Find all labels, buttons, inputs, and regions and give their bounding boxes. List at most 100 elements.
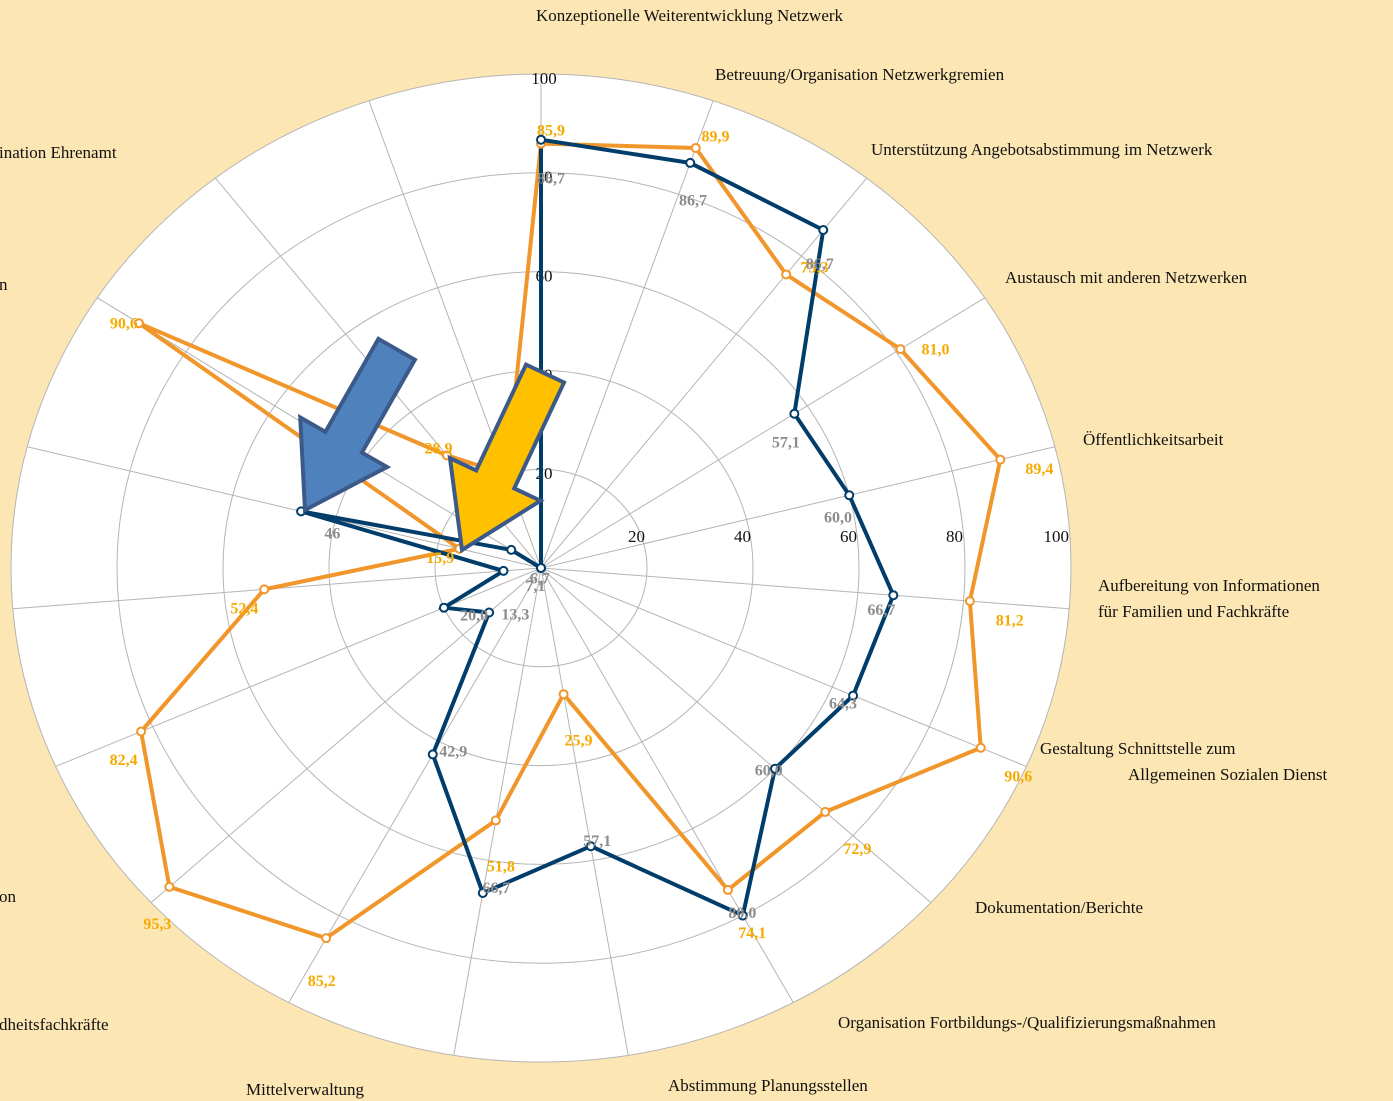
category-label: on [0,887,16,906]
marker [427,749,438,760]
spoke [540,177,867,569]
value-label: 57,1 [583,833,611,850]
r-tick-label: 40 [734,527,751,546]
marker [498,565,509,576]
marker [844,490,855,501]
marker [506,544,517,555]
value-label: 86,7 [806,256,834,273]
value-label: 52,4 [230,601,258,618]
value-label: 46 [324,525,340,542]
marker [789,408,800,419]
marker [818,225,829,236]
marker [769,763,780,774]
value-label: 60,0 [824,509,852,526]
value-label: 75,3 [801,259,829,276]
r-tick-label: 60 [536,267,553,286]
category-label: dheitsfachkräfte [0,1015,109,1034]
value-label: 90,6 [110,315,138,332]
category-label: Gestaltung Schnittstelle zum Allgemeinen … [1040,739,1328,784]
plot: 202040406060808010010085,989,975,381,089… [10,69,1072,1063]
value-label: 66,7 [482,880,510,897]
marker [536,134,546,145]
value-label: 25,9 [565,732,593,749]
value-label: 6,7 [530,571,550,588]
series-line [137,141,1003,941]
value-label: 20,0 [460,608,488,625]
value-label: 74,1 [738,925,766,942]
r-tick-label: 100 [531,69,557,88]
marker [558,689,569,700]
value-label: 51,8 [487,859,515,876]
category-label: Mittelverwaltung [246,1080,365,1099]
value-label: 72,9 [843,841,871,858]
spoke [540,567,794,1003]
value-label: 28,9 [424,440,452,457]
spoke [540,297,985,569]
value-label: 85,2 [308,973,336,990]
value-label: 81,2 [996,612,1024,629]
value-label: 89,4 [1025,461,1053,478]
spoke [540,567,932,903]
category-label: Austausch mit anderen Netzwerken [1005,268,1248,287]
marker [737,910,748,921]
value-label: 15,9 [426,550,454,567]
spoke [540,567,629,1056]
category-label: Betreuung/Organisation Netzwerkgremien [715,65,1005,84]
marker [484,607,495,618]
spoke [150,567,542,903]
marker [995,454,1006,465]
marker [820,806,831,817]
marker [848,690,859,701]
marker [134,318,145,329]
marker [585,841,596,852]
r-tick-label: 60 [840,527,857,546]
marker [536,563,546,573]
r-tick-label: 20 [628,527,645,546]
marker [690,142,701,153]
value-label: 80,0 [728,905,756,922]
spoke [288,567,542,1003]
marker [685,157,696,168]
marker [438,602,449,613]
value-label: 7,1 [525,578,545,595]
value-label: 89,9 [701,128,729,145]
value-label: 86,7 [537,170,565,187]
value-label: 57,1 [772,434,800,451]
marker [490,815,501,826]
category-label: Unterstützung Angebotsabstimmung im Netz… [871,140,1213,159]
value-label: 66,7 [867,602,895,619]
spoke [540,567,1070,610]
marker [975,742,986,753]
value-label: 90,6 [1004,769,1032,786]
marker [781,269,792,280]
marker [888,590,899,601]
value-label: 85,9 [537,122,565,139]
value-label: 13,3 [501,606,529,623]
value-label: 60,0 [755,763,783,780]
marker [259,584,270,595]
spoke [453,567,542,1056]
marker [895,344,906,355]
category-label: Dokumentation/Berichte [975,898,1144,917]
value-label: 81,0 [922,341,950,358]
spoke [540,567,1027,767]
category-label: Konzeptionelle Weiterentwicklung Netzwer… [536,6,844,25]
r-tick-label: 20 [536,464,553,483]
value-label: 42,9 [439,744,467,761]
blue-arrow [298,336,418,514]
spoke [540,100,714,569]
yellow-arrow [447,361,567,554]
marker [477,888,488,899]
r-tick-label: 80 [946,527,963,546]
category-label: ination Ehrenamt [0,143,117,162]
marker [321,933,332,944]
marker [164,881,175,892]
category-label: Öffentlichkeitsarbeit [1083,430,1224,449]
r-tick-label: 100 [1044,527,1070,546]
category-label: Organisation Fortbildungs-/Qualifizierun… [838,1013,1216,1032]
spoke [540,446,1055,569]
value-label: 64,3 [829,695,857,712]
category-label: Abstimmung Planungsstellen [668,1076,868,1095]
